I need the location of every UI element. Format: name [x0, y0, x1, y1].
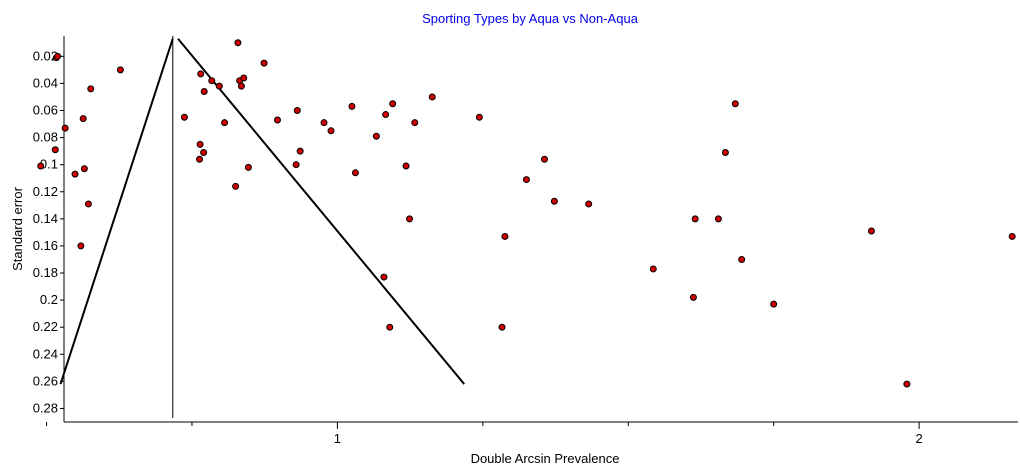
data-point — [721, 148, 729, 156]
y-tick-label: 0.28 — [33, 400, 58, 415]
data-point — [540, 155, 548, 163]
data-point — [411, 119, 419, 127]
data-point — [221, 119, 229, 127]
y-tick-label: 0.14 — [33, 211, 58, 226]
y-tick-label: 0.16 — [33, 238, 58, 253]
y-tick-label: 0.18 — [33, 265, 58, 280]
data-point — [738, 255, 746, 263]
data-point — [244, 163, 252, 171]
funnel-right-line — [177, 38, 465, 385]
data-point — [54, 52, 62, 60]
data-point — [232, 182, 240, 190]
data-point — [116, 66, 124, 74]
data-point — [292, 161, 300, 169]
data-point — [475, 113, 483, 121]
data-point — [867, 227, 875, 235]
data-point — [731, 100, 739, 108]
data-point — [498, 323, 506, 331]
data-point — [386, 323, 394, 331]
x-tick-label: 2 — [915, 431, 922, 446]
data-point — [87, 85, 95, 93]
data-point — [71, 170, 79, 178]
data-point — [372, 132, 380, 140]
data-point — [501, 232, 509, 240]
data-point — [234, 39, 242, 47]
data-point — [714, 215, 722, 223]
y-axis: 0.02 0.04 0.06 0.08 0.1 0.12 0.14 0.16 0.18 0.2 0.… — [33, 36, 65, 422]
data-point — [428, 93, 436, 101]
data-points — [37, 39, 1016, 388]
data-point — [382, 111, 390, 119]
data-point — [180, 113, 188, 121]
data-point — [389, 100, 397, 108]
data-point — [320, 119, 328, 127]
y-tick-label: 0.26 — [33, 373, 58, 388]
data-point — [84, 200, 92, 208]
data-point — [351, 169, 359, 177]
data-point — [550, 197, 558, 205]
chart-title: Sporting Types by Aqua vs Non-Aqua — [422, 11, 639, 26]
data-point — [200, 148, 208, 156]
data-point — [903, 380, 911, 388]
data-point — [51, 146, 59, 154]
data-point — [296, 147, 304, 155]
data-point — [61, 124, 69, 132]
y-tick-label: 0.22 — [33, 319, 58, 334]
data-point — [691, 215, 699, 223]
y-tick-label: 0.12 — [33, 184, 58, 199]
y-tick-label: 0.08 — [33, 130, 58, 145]
data-point — [196, 155, 204, 163]
y-tick-label: 0.02 — [33, 48, 58, 63]
y-tick-label: 0.24 — [33, 346, 58, 361]
data-point — [208, 77, 216, 85]
funnel-left-line — [59, 38, 174, 385]
data-point — [200, 88, 208, 96]
data-point — [260, 59, 268, 67]
data-point — [770, 300, 778, 308]
y-axis-title: Standard error — [10, 186, 25, 270]
data-point — [689, 293, 697, 301]
data-point — [197, 70, 205, 78]
data-point — [585, 200, 593, 208]
data-point — [522, 176, 530, 184]
data-point — [215, 82, 223, 90]
x-tick-label: 1 — [334, 431, 341, 446]
data-point — [293, 106, 301, 114]
y-tick-label: 0.06 — [33, 102, 58, 117]
data-point — [327, 127, 335, 135]
data-point — [37, 162, 45, 170]
data-point — [240, 74, 248, 82]
data-point — [649, 265, 657, 273]
data-point — [402, 162, 410, 170]
y-tick-label: 0.04 — [33, 75, 58, 90]
data-point — [406, 215, 414, 223]
data-point — [79, 115, 87, 123]
y-tick-label: 0.2 — [40, 292, 58, 307]
data-point — [380, 273, 388, 281]
data-point — [196, 140, 204, 148]
y-tick-label: 0.1 — [40, 157, 58, 172]
x-axis-title: Double Arcsin Prevalence — [471, 451, 620, 466]
data-point — [273, 116, 281, 124]
funnel-lines — [59, 36, 465, 418]
data-point — [348, 102, 356, 110]
data-point — [77, 242, 85, 250]
data-point — [1008, 232, 1016, 240]
data-point — [80, 165, 88, 173]
data-point — [237, 82, 245, 90]
